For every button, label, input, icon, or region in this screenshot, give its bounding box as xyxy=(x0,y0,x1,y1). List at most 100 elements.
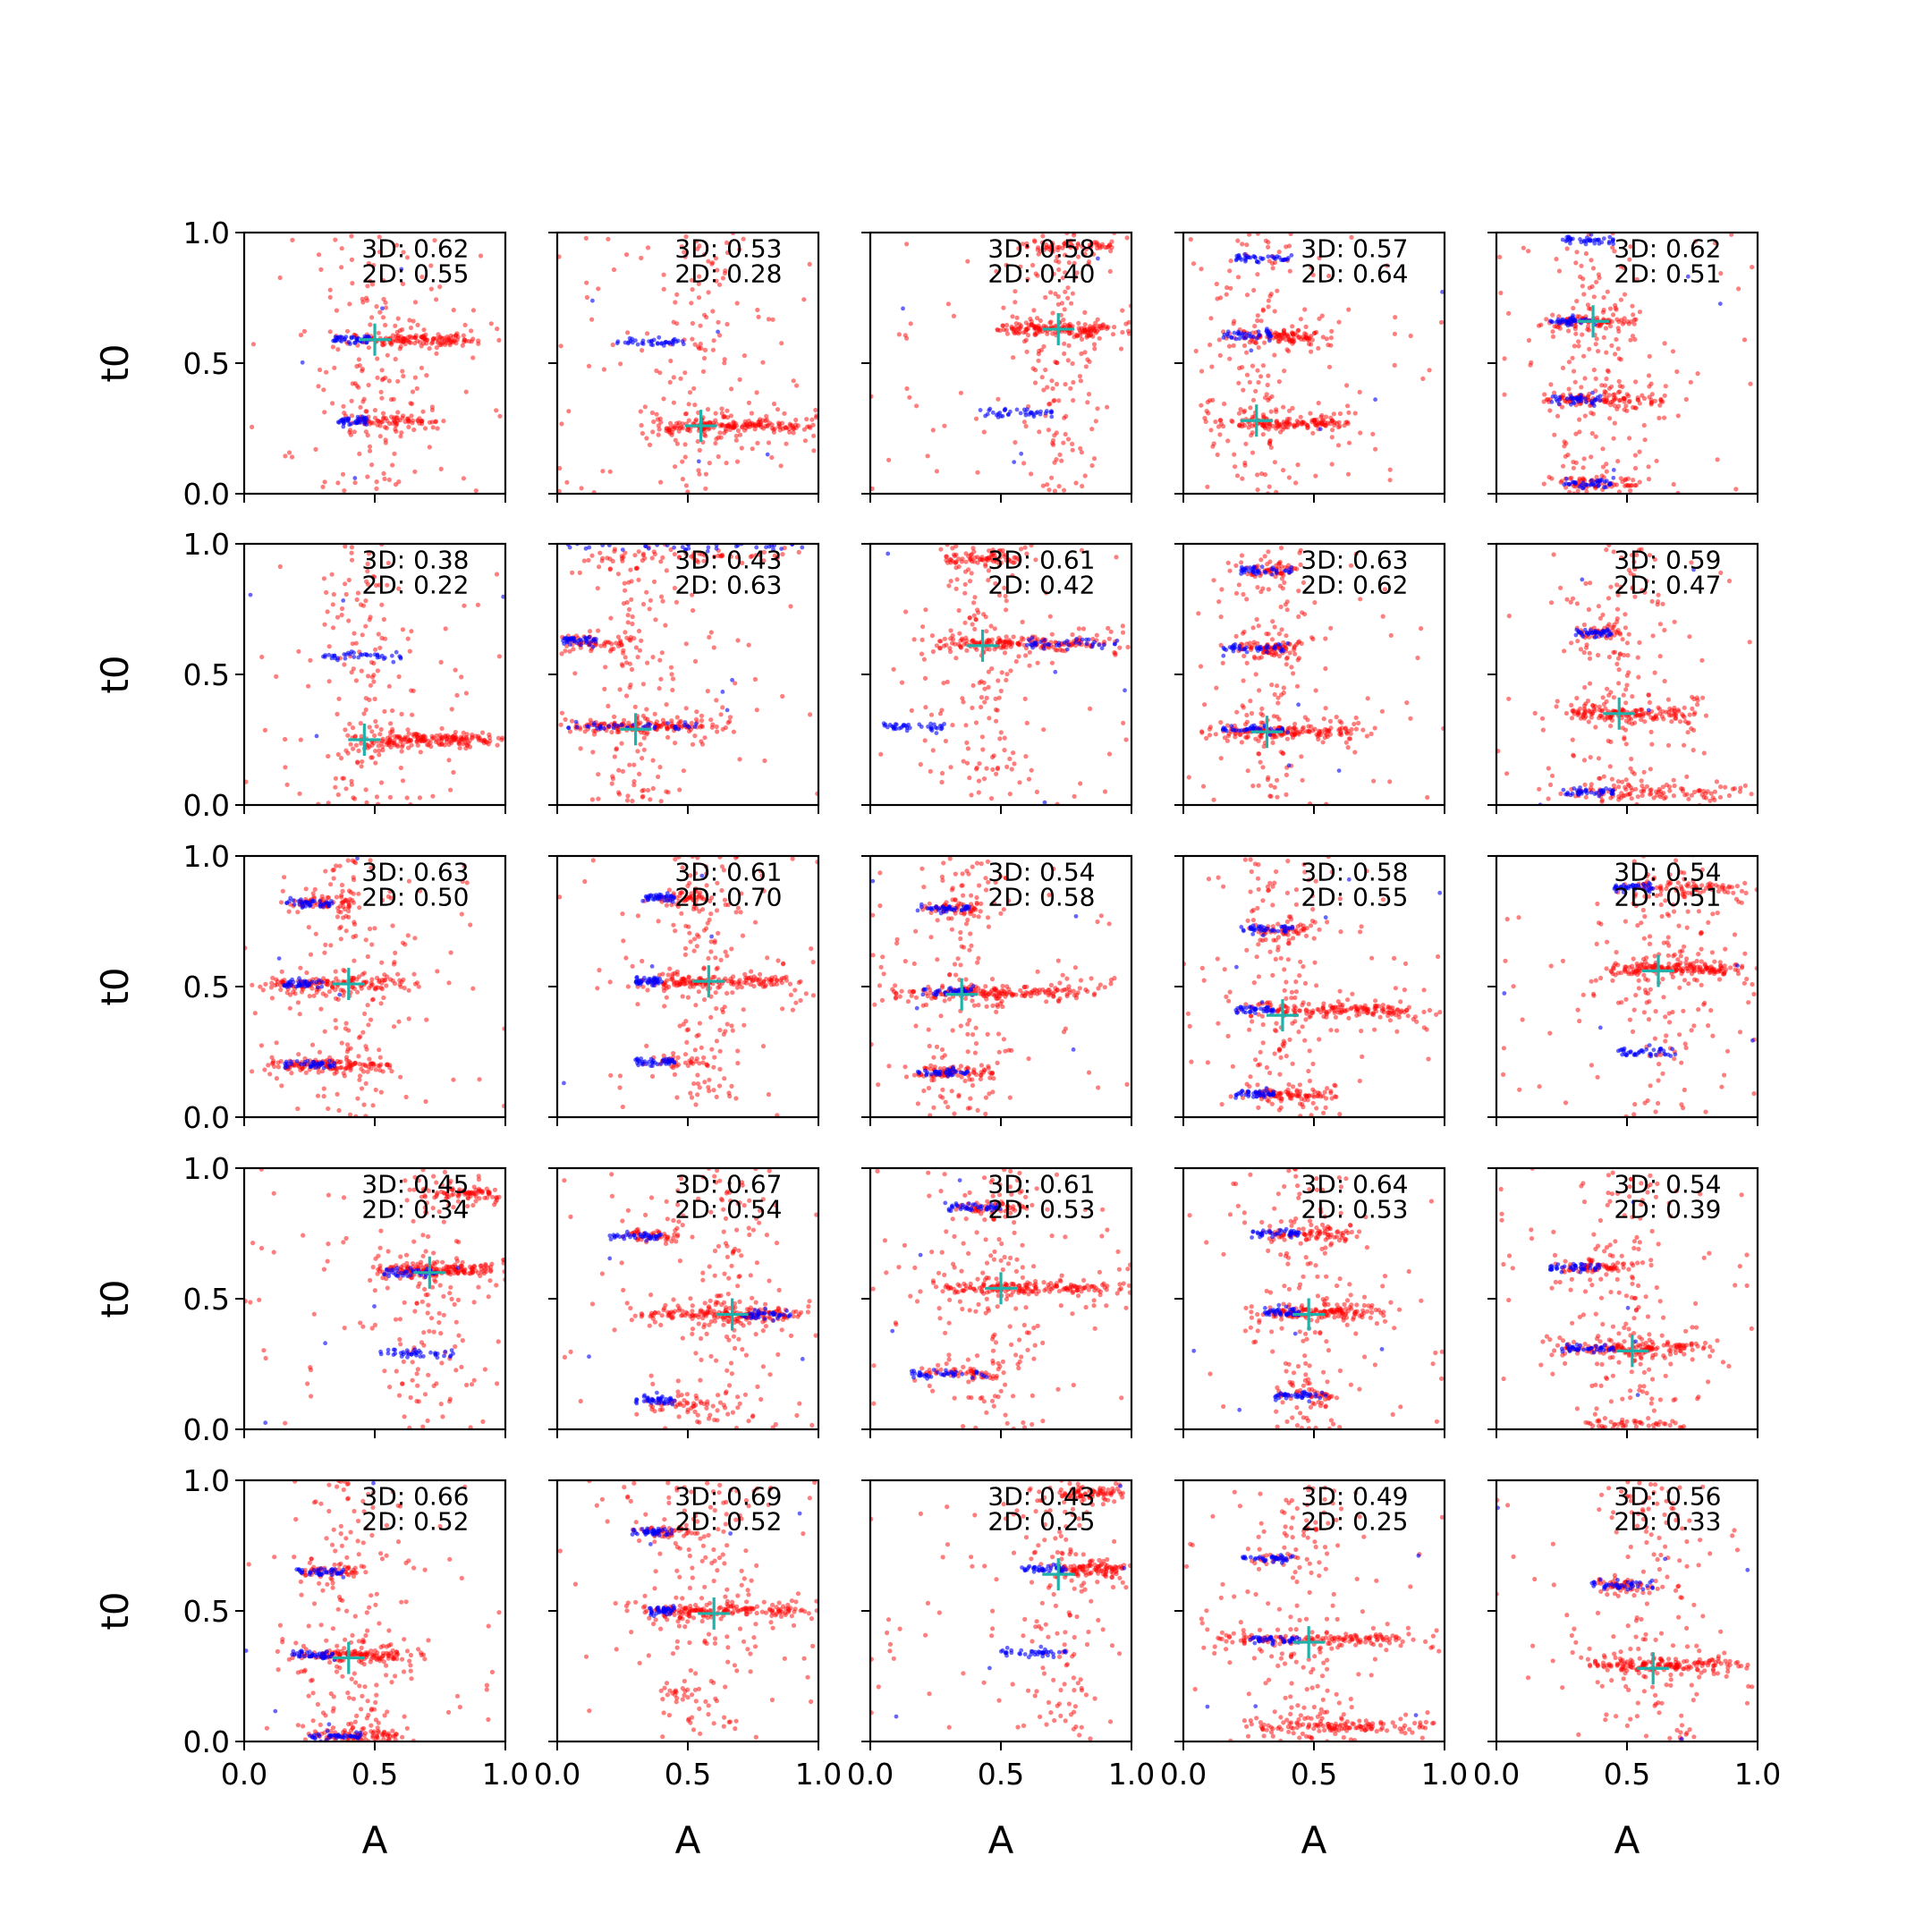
point-2d xyxy=(438,466,444,472)
point-2d xyxy=(463,746,469,751)
point-2d xyxy=(622,717,627,723)
point-2d xyxy=(373,582,379,589)
point-2d xyxy=(1227,356,1233,361)
point-2d xyxy=(1286,475,1292,480)
point-2d xyxy=(1668,713,1674,718)
point-3d xyxy=(1594,238,1599,242)
point-3d xyxy=(1252,564,1257,570)
point-2d xyxy=(1316,401,1321,406)
point-2d xyxy=(439,736,445,741)
point-2d xyxy=(766,317,772,322)
point-2d xyxy=(757,552,762,557)
point-2d xyxy=(808,712,813,717)
point-2d xyxy=(1594,279,1599,284)
point-2d xyxy=(621,648,626,653)
point-3d xyxy=(1560,237,1565,242)
point-2d xyxy=(1044,590,1049,596)
point-2d xyxy=(1086,392,1092,397)
point-3d xyxy=(1567,321,1572,326)
point-2d xyxy=(1425,794,1430,801)
point-2d xyxy=(746,642,751,648)
point-2d xyxy=(986,578,991,583)
point-2d xyxy=(1051,271,1056,276)
point-2d xyxy=(801,297,807,302)
point-2d xyxy=(696,295,702,301)
point-2d xyxy=(454,337,460,343)
point-2d xyxy=(376,419,381,424)
point-3d xyxy=(1000,413,1005,419)
point-2d xyxy=(1321,716,1326,722)
point-2d xyxy=(694,709,699,715)
point-2d xyxy=(1337,423,1343,428)
point-2d xyxy=(682,250,687,255)
point-2d xyxy=(1593,376,1598,381)
point-2d xyxy=(970,546,976,551)
point-2d xyxy=(674,715,680,720)
point-2d xyxy=(1025,276,1030,282)
point-2d xyxy=(690,741,696,747)
point-2d xyxy=(1276,654,1282,659)
point-2d xyxy=(1036,358,1041,363)
point-2d xyxy=(1002,735,1007,741)
point-2d xyxy=(434,297,439,302)
point-2d xyxy=(1408,333,1413,339)
point-2d xyxy=(673,300,678,305)
point-2d xyxy=(500,735,505,741)
point-2d xyxy=(1637,309,1642,315)
point-2d xyxy=(636,628,642,634)
point-2d xyxy=(705,689,710,694)
point-2d xyxy=(657,765,663,770)
point-2d xyxy=(1096,324,1101,329)
point-2d xyxy=(1571,459,1576,465)
point-2d xyxy=(1603,326,1608,331)
point-2d xyxy=(982,699,987,705)
point-2d xyxy=(1589,284,1595,289)
point-2d xyxy=(284,782,290,787)
point-2d xyxy=(419,343,424,349)
point-2d xyxy=(1070,291,1075,296)
point-2d xyxy=(590,750,596,755)
point-2d xyxy=(1622,292,1628,297)
point-2d xyxy=(1334,715,1339,720)
point-2d xyxy=(1339,725,1344,731)
point-3d xyxy=(1234,257,1240,262)
point-2d xyxy=(1274,422,1279,428)
point-2d xyxy=(1068,386,1073,391)
point-2d xyxy=(764,413,769,419)
point-2d xyxy=(428,744,434,750)
point-2d xyxy=(754,708,759,713)
point-2d xyxy=(364,800,369,805)
point-2d xyxy=(373,760,378,766)
point-3d xyxy=(1223,727,1228,733)
point-2d xyxy=(349,233,354,239)
point-2d xyxy=(1370,431,1376,436)
point-2d xyxy=(1017,780,1022,785)
point-2d xyxy=(1690,706,1695,712)
point-2d xyxy=(1215,296,1220,301)
point-2d xyxy=(355,590,360,596)
point-2d xyxy=(286,450,292,455)
point-2d xyxy=(433,419,438,424)
point-2d xyxy=(1547,782,1554,788)
point-2d xyxy=(1045,482,1050,487)
point-2d xyxy=(346,618,352,623)
point-2d xyxy=(331,591,336,597)
point-2d xyxy=(1323,706,1328,711)
point-3d xyxy=(1257,333,1261,338)
point-2d xyxy=(929,633,935,639)
point-2d xyxy=(1207,733,1213,738)
point-2d xyxy=(1572,711,1577,716)
point-2d xyxy=(1256,738,1261,743)
point-3d xyxy=(764,545,768,550)
point-2d xyxy=(639,422,644,428)
point-2d xyxy=(464,732,470,737)
point-2d xyxy=(807,424,812,429)
point-2d xyxy=(1211,797,1216,802)
point-2d xyxy=(1246,425,1251,430)
point-2d xyxy=(679,244,684,250)
point-2d xyxy=(401,335,406,341)
point-3d xyxy=(1557,397,1563,402)
point-2d xyxy=(998,688,1004,694)
point-2d xyxy=(262,727,267,733)
